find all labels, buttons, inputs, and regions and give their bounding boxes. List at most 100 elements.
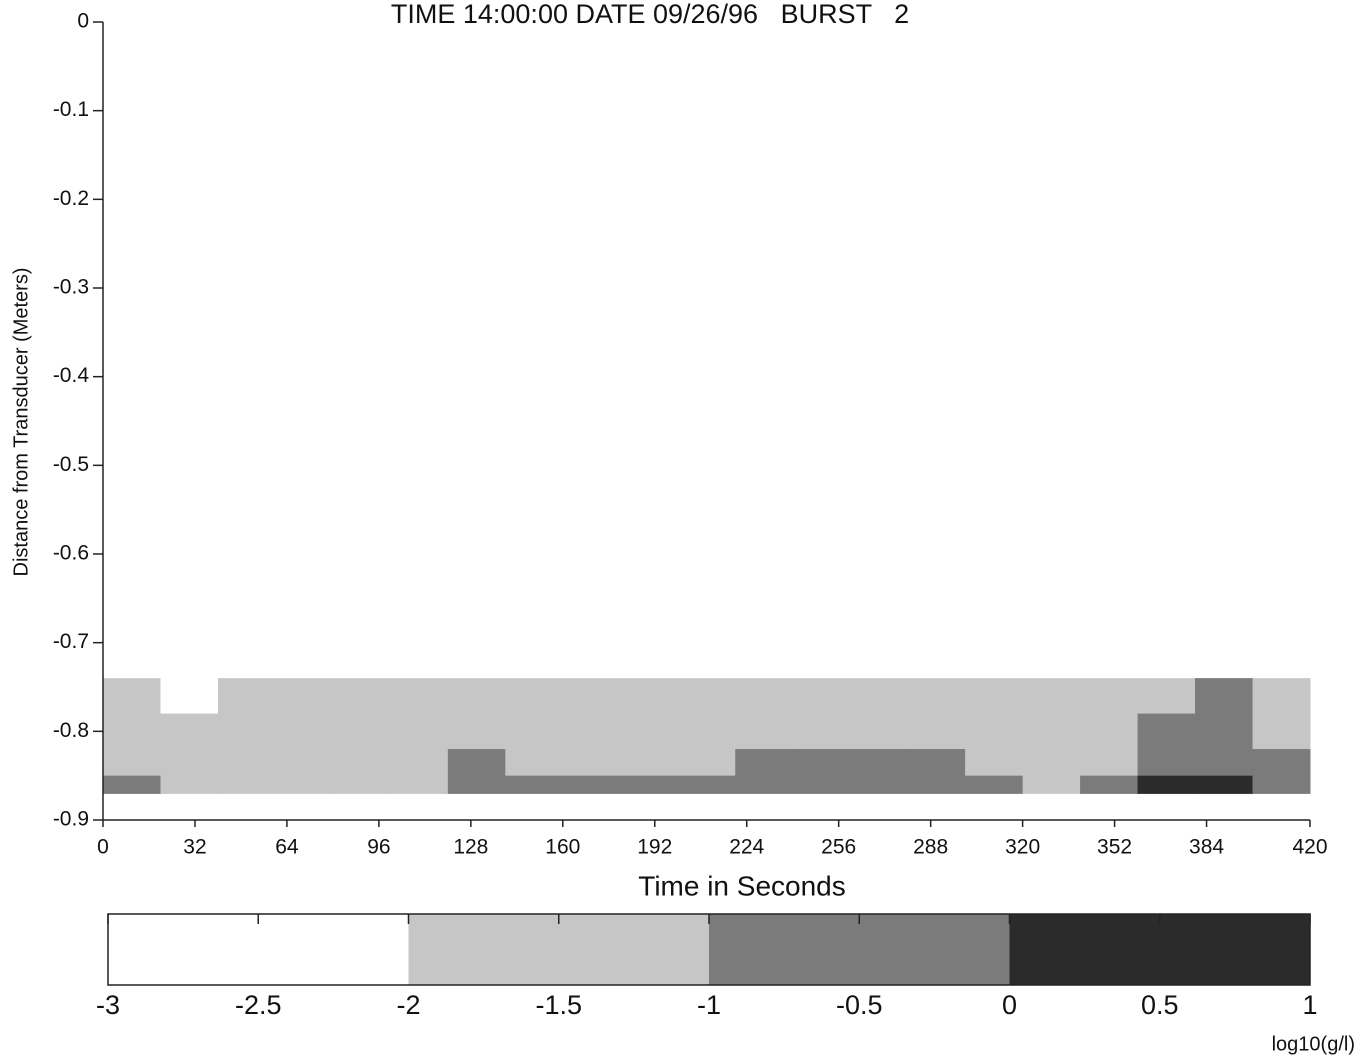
y-axis-label: Distance from Transducer (Meters) bbox=[10, 268, 32, 577]
heat-cell bbox=[275, 713, 334, 750]
heat-cell bbox=[1252, 749, 1311, 777]
colorbar-tick-label: 0 bbox=[1002, 990, 1017, 1020]
heat-cell bbox=[1252, 713, 1311, 750]
heat-cell bbox=[447, 678, 506, 715]
heat-cell bbox=[275, 678, 334, 715]
x-tick-label: 160 bbox=[545, 836, 580, 859]
heat-cell bbox=[677, 775, 736, 794]
heat-cell bbox=[1137, 749, 1196, 777]
y-tick-label: 0 bbox=[77, 10, 89, 33]
colorbar-tick-label: 0.5 bbox=[1141, 990, 1179, 1020]
colorbar-class bbox=[108, 914, 409, 985]
heat-cell bbox=[447, 749, 506, 777]
x-tick-label: 64 bbox=[275, 836, 299, 859]
colorbar-tick-label: -3 bbox=[96, 990, 120, 1020]
y-tick-label: -0.8 bbox=[53, 719, 89, 742]
heat-cell bbox=[907, 713, 966, 750]
heat-cell bbox=[965, 713, 1024, 750]
heat-cell bbox=[1252, 775, 1311, 794]
heat-cell bbox=[1195, 713, 1254, 750]
heat-cell bbox=[965, 678, 1024, 715]
heat-cell bbox=[217, 775, 276, 794]
heat-cell bbox=[160, 749, 219, 777]
heat-cell bbox=[562, 775, 621, 794]
x-tick-label: 192 bbox=[637, 836, 672, 859]
heat-cell bbox=[103, 749, 161, 777]
heat-cell bbox=[735, 678, 794, 715]
colorbar-tick-label: -1 bbox=[697, 990, 721, 1020]
heat-cell bbox=[103, 775, 161, 794]
heat-cell bbox=[907, 775, 966, 794]
heat-cell bbox=[1022, 678, 1081, 715]
x-tick-label: 0 bbox=[97, 836, 109, 859]
heat-cell bbox=[447, 775, 506, 794]
heat-cell bbox=[217, 678, 276, 715]
heat-cell bbox=[735, 775, 794, 794]
heat-cell bbox=[620, 713, 679, 750]
heat-cell bbox=[792, 749, 851, 777]
heat-cell bbox=[907, 749, 966, 777]
heat-cell bbox=[505, 775, 564, 794]
x-tick-label: 256 bbox=[821, 836, 856, 859]
heat-cell bbox=[735, 713, 794, 750]
heat-cell bbox=[965, 749, 1024, 777]
colorbar-tick-label: -1.5 bbox=[535, 990, 582, 1020]
heat-cell bbox=[505, 749, 564, 777]
heat-cell bbox=[103, 713, 161, 750]
y-tick-label: -0.9 bbox=[53, 808, 89, 831]
x-tick-label: 32 bbox=[183, 836, 206, 859]
x-tick-label: 288 bbox=[913, 836, 948, 859]
heat-cell bbox=[332, 678, 391, 715]
x-axis-label: Time in Seconds bbox=[638, 870, 846, 901]
heat-cell bbox=[1080, 775, 1139, 794]
y-tick-label: -0.6 bbox=[53, 542, 89, 565]
heat-cell bbox=[1080, 749, 1139, 777]
heat-cell bbox=[850, 678, 909, 715]
heat-cell bbox=[850, 775, 909, 794]
x-tick-label: 320 bbox=[1005, 836, 1040, 859]
heat-cell bbox=[217, 749, 276, 777]
heat-cell bbox=[332, 775, 391, 794]
heat-cell bbox=[1022, 713, 1081, 750]
heat-cell bbox=[275, 775, 334, 794]
heat-cell bbox=[103, 678, 161, 715]
colorbar-label: log10(g/l) bbox=[1272, 1033, 1355, 1055]
heat-cell bbox=[1252, 678, 1311, 715]
heat-cell bbox=[390, 678, 449, 715]
heat-cell bbox=[332, 749, 391, 777]
heat-cell bbox=[677, 749, 736, 777]
x-tick-label: 420 bbox=[1292, 836, 1327, 859]
heat-cell bbox=[562, 749, 621, 777]
heat-cell bbox=[447, 713, 506, 750]
x-tick-label: 352 bbox=[1097, 836, 1132, 859]
heat-cell bbox=[1080, 713, 1139, 750]
x-tick-label: 96 bbox=[367, 836, 390, 859]
heat-cell bbox=[1137, 678, 1196, 715]
chart-title: TIME 14:00:00 DATE 09/26/96 BURST 2 bbox=[391, 0, 909, 29]
heat-cell bbox=[217, 713, 276, 750]
y-tick-label: -0.3 bbox=[53, 276, 89, 299]
heat-cell bbox=[1137, 775, 1196, 794]
colorbar-class bbox=[1009, 914, 1310, 985]
heat-cell bbox=[792, 713, 851, 750]
heat-cell bbox=[1195, 678, 1254, 715]
heat-cell bbox=[562, 678, 621, 715]
heat-cell bbox=[965, 775, 1024, 794]
heat-cell bbox=[792, 678, 851, 715]
colorbar-tick-label: 1 bbox=[1302, 990, 1317, 1020]
x-tick-label: 224 bbox=[729, 836, 764, 859]
y-tick-label: -0.1 bbox=[53, 98, 89, 121]
heat-cell bbox=[735, 749, 794, 777]
colorbar-class bbox=[408, 914, 709, 985]
heat-cell bbox=[505, 713, 564, 750]
heat-cell bbox=[677, 713, 736, 750]
heat-cell bbox=[390, 749, 449, 777]
heat-cell bbox=[562, 713, 621, 750]
heat-cell bbox=[1080, 678, 1139, 715]
heat-cell bbox=[620, 678, 679, 715]
colorbar-tick-label: -0.5 bbox=[836, 990, 883, 1020]
heat-cell bbox=[1022, 749, 1081, 777]
x-tick-label: 384 bbox=[1189, 836, 1224, 859]
heat-cell bbox=[620, 749, 679, 777]
